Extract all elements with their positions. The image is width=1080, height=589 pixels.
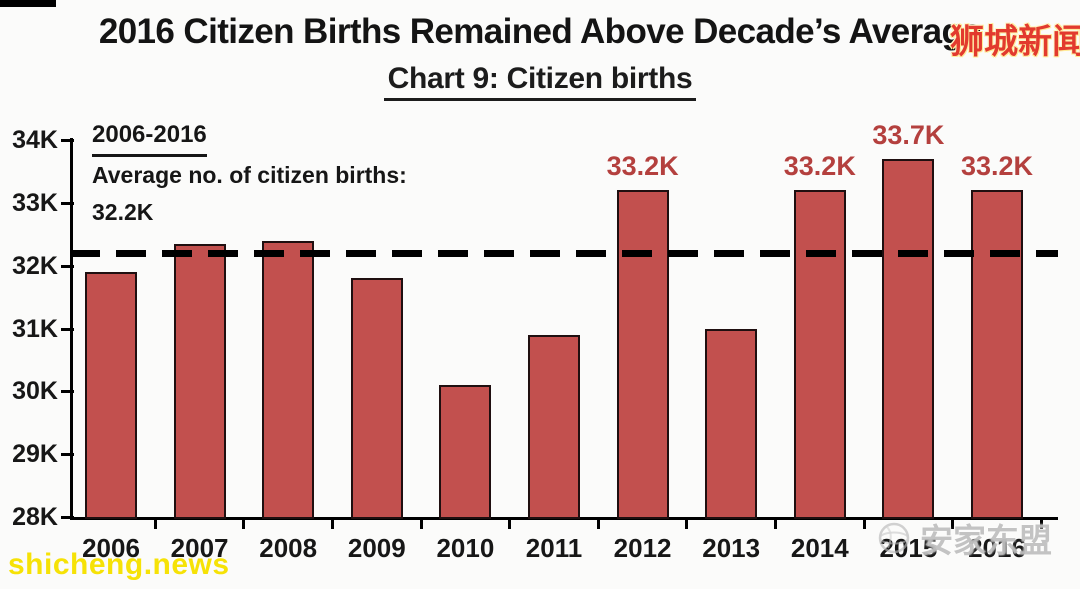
chart-title: 2016 Citizen Births Remained Above Decad… (98, 12, 982, 51)
y-tick-label: 33K (12, 188, 58, 217)
x-tick (331, 517, 334, 529)
average-annotation: 2006-2016 Average no. of citizen births:… (92, 116, 407, 231)
bar-value-label: 33.2K (783, 151, 856, 182)
annotation-period: 2006-2016 (92, 116, 207, 157)
y-tick (61, 139, 74, 142)
x-tick (1039, 517, 1043, 529)
bar (793, 190, 846, 519)
bar-value-label: 33.7K (872, 119, 945, 150)
x-tick (951, 517, 955, 529)
x-tick-label: 2006 (82, 533, 140, 563)
bar (528, 334, 580, 519)
annotation-value: 32.2K (92, 199, 154, 225)
x-tick (242, 517, 246, 529)
watermark-bottom-left: shicheng.news (8, 548, 230, 581)
bar (350, 278, 403, 519)
x-tick (774, 517, 777, 529)
x-tick-label: 2010 (436, 533, 495, 563)
watermark-bottom-right: 安家东盟 (876, 514, 1052, 562)
y-tick-label: 34K (12, 126, 58, 154)
bar (173, 243, 226, 519)
bar (882, 158, 935, 519)
bar (616, 190, 669, 519)
chart-subtitle-row: Chart 9: Citizen births (0, 62, 1080, 101)
bar (705, 328, 758, 519)
y-tick-label: 28K (12, 503, 58, 531)
chart-subtitle: Chart 9: Citizen births (383, 62, 697, 101)
bar-value-label: 33.2K (606, 151, 679, 182)
x-tick-label: 2009 (347, 533, 406, 563)
bar-value-label: 33.2K (960, 151, 1034, 182)
x-tick (508, 517, 512, 529)
watermark-top-right: 狮城新闻 (950, 23, 1080, 61)
x-tick-label: 2008 (259, 533, 318, 563)
x-tick (685, 517, 689, 529)
x-tick (153, 517, 157, 529)
x-tick (596, 517, 600, 529)
bar (971, 190, 1023, 519)
y-tick-label: 31K (12, 314, 58, 343)
y-tick (61, 516, 74, 519)
y-tick-label: 30K (12, 377, 58, 406)
watermark-bottom-right-text: 安家东盟 (920, 522, 1052, 559)
x-tick (419, 517, 423, 529)
globe-icon (878, 522, 910, 554)
y-tick (61, 390, 74, 394)
bar (439, 385, 492, 519)
average-dashed-line (70, 250, 1058, 258)
annotation-text: Average no. of citizen births: (92, 162, 407, 188)
y-tick-label: 29K (12, 440, 58, 469)
y-tick (61, 453, 74, 457)
y-tick (61, 201, 74, 205)
x-tick (862, 517, 866, 529)
x-tick-label: 2016 (968, 533, 1026, 563)
x-tick-label: 2011 (525, 533, 583, 563)
x-tick-label: 2012 (613, 533, 672, 563)
x-tick-label: 2013 (702, 533, 761, 563)
y-tick-label: 32K (12, 251, 58, 280)
y-tick (61, 327, 74, 331)
bar (85, 271, 137, 519)
bar (262, 240, 315, 519)
scan-artifact-mark (0, 0, 56, 7)
x-tick-label: 2014 (790, 533, 849, 563)
x-tick-label: 2007 (170, 533, 229, 563)
y-tick (61, 264, 74, 268)
